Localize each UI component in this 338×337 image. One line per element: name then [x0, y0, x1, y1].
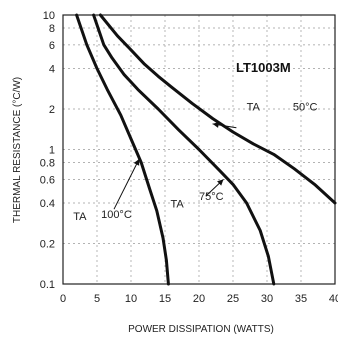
- y-tick-label: 0.8: [40, 158, 55, 170]
- y-tick-label: 1: [49, 145, 55, 157]
- annotation-label: 75°C: [199, 191, 224, 203]
- y-tick-label: 0.6: [40, 174, 55, 186]
- y-tick-label: 0.4: [40, 198, 55, 210]
- y-axis-label: THERMAL RESISTANCE (°C/W): [12, 77, 23, 223]
- x-tick-label: 25: [227, 293, 239, 305]
- x-tick-label: 30: [261, 293, 273, 305]
- annotation-label: TA: [73, 211, 87, 223]
- curve-series-3: [98, 13, 337, 205]
- y-tick-label: 2: [49, 104, 55, 116]
- x-tick-label: 40: [329, 293, 338, 305]
- plot-frame: [62, 14, 336, 285]
- arrow-line: [113, 158, 140, 210]
- annotation-label: TA: [170, 199, 184, 211]
- annotations: TA 100°C TA 75°C TA 50°C: [73, 101, 317, 222]
- x-axis-label: POWER DISSIPATION (WATTS): [128, 324, 274, 335]
- arrow-head: [133, 158, 140, 166]
- y-tick-labels: 0.1 0.2 0.4 0.6 0.81 2 4 6 810: [40, 10, 55, 291]
- arrow-head: [212, 121, 220, 128]
- x-tick-label: 20: [193, 293, 205, 305]
- curve-series-2: [92, 13, 276, 286]
- x-tick-label: 5: [94, 293, 100, 305]
- arrow-head: [217, 179, 224, 186]
- curve-series-1: [75, 13, 170, 286]
- annotation-arrows: [113, 121, 237, 210]
- annotation-label: 100°C: [101, 209, 132, 221]
- y-tick-label: 10: [43, 10, 55, 22]
- y-tick-label: 4: [49, 64, 55, 76]
- y-tick-label: 6: [49, 40, 55, 52]
- y-tick-label: 8: [49, 23, 55, 35]
- y-tick-label: 0.2: [40, 239, 55, 251]
- annotation-label: 50°C: [293, 101, 318, 113]
- curves: [75, 13, 337, 286]
- x-tick-label: 15: [159, 293, 171, 305]
- annotation-label: TA: [247, 101, 261, 113]
- x-tick-label: 35: [295, 293, 307, 305]
- x-tick-labels: 0 5 10 15 20 25 30 35 40: [60, 293, 338, 305]
- y-tick-label: 0.1: [40, 279, 55, 291]
- x-tick-label: 0: [60, 293, 66, 305]
- x-tick-label: 10: [125, 293, 137, 305]
- chart-title: LT1003M: [236, 60, 291, 75]
